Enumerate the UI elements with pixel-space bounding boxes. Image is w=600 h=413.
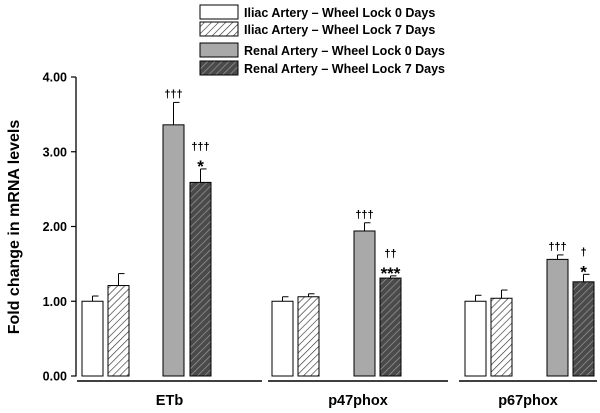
significance-asterisks: * [580,262,587,281]
bar [353,230,376,377]
bar [379,277,402,377]
bar [572,281,595,377]
y-tick-label: 3.00 [43,145,67,159]
x-category-label: ETb [156,393,184,409]
x-category-label: p67phox [498,393,558,409]
bar [546,258,569,377]
significance-daggers: † [580,246,586,258]
legend-label: Iliac Artery – Wheel Lock 7 Days [244,23,435,37]
significance-daggers: ††† [191,141,209,153]
legend-swatch [199,4,239,20]
legend-label: Iliac Artery – Wheel Lock 0 Days [244,6,435,20]
legend-swatch [199,21,239,37]
significance-asterisks: *** [381,264,401,283]
x-category-label: p47phox [328,393,388,409]
y-tick-label: 0.00 [43,370,67,384]
bar [490,297,513,377]
y-tick-label: 4.00 [43,71,67,85]
bar [107,285,130,377]
significance-daggers: †† [384,248,396,260]
legend-label: Renal Artery – Wheel Lock 0 Days [244,44,445,58]
legend-swatch [199,60,239,76]
y-axis-label: Fold change in mRNA levels [6,120,23,335]
bar [271,300,294,377]
legend: Iliac Artery – Wheel Lock 0 Days Iliac Ar… [199,4,445,76]
bar [297,296,320,377]
significance-daggers: ††† [164,88,182,100]
legend-label: Renal Artery – Wheel Lock 7 Days [244,62,445,76]
y-axis: 0.00 1.00 2.00 3.00 4.00 [43,71,77,384]
bar [464,300,487,377]
significance-daggers: ††† [355,209,373,221]
y-tick-label: 1.00 [43,295,67,309]
y-tick-label: 2.00 [43,220,67,234]
bars: ††††††*†††††***††† †* [81,88,595,377]
significance-asterisks: * [197,157,204,176]
legend-swatch [199,42,239,58]
x-axis: ETb p47phox p67phox [77,380,597,409]
bar [81,300,104,377]
significance-daggers: ††† [548,241,566,253]
bar [189,181,212,377]
bar [162,124,185,377]
